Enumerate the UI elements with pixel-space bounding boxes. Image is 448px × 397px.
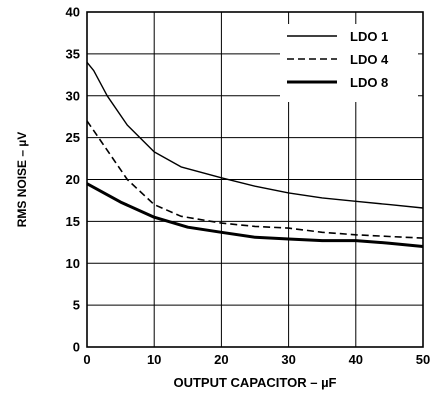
y-tick-label: 10 xyxy=(66,256,80,271)
y-tick-label: 15 xyxy=(66,214,80,229)
y-tick-label: 0 xyxy=(73,340,80,355)
x-tick-label: 30 xyxy=(281,352,295,367)
plot-frame xyxy=(86,11,424,348)
series-line-1 xyxy=(86,61,424,209)
y-tick-label: 30 xyxy=(66,88,80,103)
x-tick-label: 50 xyxy=(416,352,430,367)
y-tick-labels: 0 5 10 15 20 25 30 35 40 xyxy=(66,5,80,355)
y-tick-label: 20 xyxy=(66,172,80,187)
series-line-3 xyxy=(86,182,424,248)
legend-label: LDO 1 xyxy=(350,29,388,44)
x-tick-label: 20 xyxy=(214,352,228,367)
y-tick-label: 25 xyxy=(66,130,80,145)
y-axis-label: RMS NOISE – µV xyxy=(15,132,29,228)
x-tick-label: 40 xyxy=(349,352,363,367)
x-tick-labels: 0 10 20 30 40 50 xyxy=(83,352,430,367)
legend-label: LDO 4 xyxy=(350,52,389,67)
legend: LDO 1 LDO 4 LDO 8 xyxy=(287,29,389,90)
y-tick-label: 5 xyxy=(73,298,80,313)
x-tick-label: 0 xyxy=(83,352,90,367)
y-tick-label: 35 xyxy=(66,46,80,61)
legend-label: LDO 8 xyxy=(350,75,388,90)
y-tick-label: 40 xyxy=(66,5,80,20)
x-tick-label: 10 xyxy=(147,352,161,367)
series-lines xyxy=(86,61,424,248)
x-axis-label: OUTPUT CAPACITOR – µF xyxy=(173,375,336,390)
legend-background xyxy=(280,24,418,102)
